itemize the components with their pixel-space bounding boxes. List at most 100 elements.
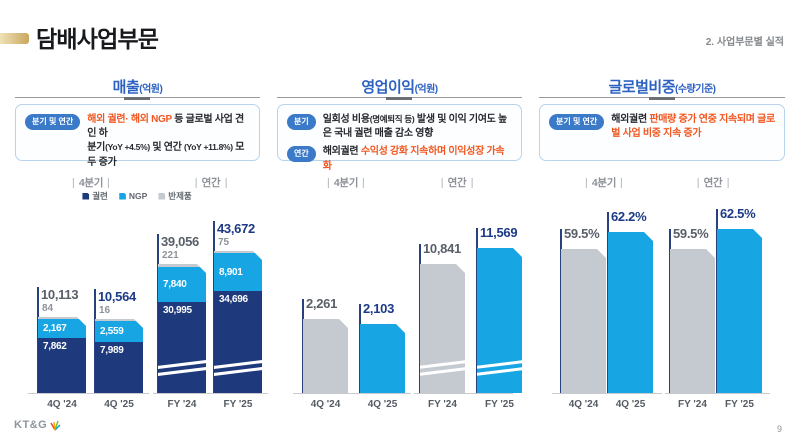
legend-swatch [118, 192, 126, 200]
bar [561, 249, 606, 393]
bar-total-label: 11,569 [480, 225, 518, 240]
x-axis-label: 4Q '25 [615, 399, 646, 410]
segment-ngp: 8,901 [214, 253, 262, 291]
callout-text: 일회성 비용(명예퇴직 등) 발생 및 이익 기여도 높은 국내 궐련 매출 감… [322, 114, 508, 140]
bar-semifinished-label: 75 [218, 237, 230, 248]
axis-break-mark [477, 367, 522, 377]
callout-row: 분기 및 연간 해외 궐련· 해외 NGP 등 글로벌 사업 견인 하 분기(Y… [25, 113, 250, 170]
group-label-quarter: 4분기 [327, 175, 365, 190]
bar [670, 249, 715, 393]
x-axis-label: 4Q '24 [310, 399, 341, 410]
group-label-annual: 연간 [697, 175, 729, 190]
axis-baseline [414, 393, 513, 394]
bar-total-label: 2,261 [306, 296, 338, 311]
badge-annual: 연간 [287, 146, 316, 163]
x-axis-label: FY '24 [678, 399, 707, 410]
bar [360, 324, 405, 393]
group-label-annual: 연간 [441, 175, 473, 190]
x-axis-label: FY '25 [485, 399, 514, 410]
axis-baseline [153, 393, 268, 394]
stacked-bar: 2,559 7,989 [95, 319, 143, 393]
ktng-logo-sprig-icon [50, 420, 61, 431]
badge-quarter: 분기 [287, 114, 316, 130]
panel-underline-tick [124, 97, 150, 100]
bar [303, 319, 348, 393]
bar-total-label: 59.5% [673, 226, 709, 241]
badge-quarter-and-annual: 분기 및 연간 [25, 114, 81, 130]
segment-ngp: 2,167 [38, 319, 86, 338]
panel-title-unit: (수량기준) [675, 84, 716, 95]
x-axis-label: FY '24 [428, 399, 457, 410]
legend: 궐련 NGP 반제품 [82, 190, 192, 202]
callout-line: 분기(YoY +4.5%) 및 연간 (YoY +11.8%) 모두 증가 [87, 142, 245, 168]
panel-title-text: 매출 [112, 79, 140, 96]
bar-total-label: 62.5% [720, 206, 756, 221]
page-title: 담배사업부문 [36, 26, 159, 52]
panel-underline-tick [386, 97, 412, 100]
callout-text: 해외궐련 수익성 강화 지속하며 이익성장 가속화 [322, 146, 505, 172]
group-label-quarter: 4분기 [72, 175, 110, 190]
group-label-annual: 연간 [195, 175, 227, 190]
segment-semifinished [95, 319, 143, 321]
panel-title-text: 글로벌비중 [608, 79, 676, 96]
bar-total-label: 10,841 [423, 241, 461, 256]
bar-total-label: 10,564 [98, 289, 136, 304]
panel-underline-tick [649, 97, 675, 100]
bar-semifinished-label: 16 [99, 305, 111, 316]
ktng-logo-text: KT&G [14, 419, 48, 431]
legend-item-cigarettes: 궐련 [82, 190, 108, 202]
x-axis-label: FY '25 [725, 399, 754, 410]
group-label-quarter: 4분기 [585, 175, 623, 190]
panel-title-text: 영업이익 [361, 79, 415, 96]
callout-box-operating-profit: 분기 일회성 비용(명예퇴직 등) 발생 및 이익 기여도 높은 국내 궐련 매… [277, 104, 522, 172]
stacked-bar: 2,167 7,862 [38, 317, 86, 393]
bar-total-label: 62.2% [611, 209, 647, 224]
segment-semifinished [158, 264, 206, 267]
axis-break-mark [420, 367, 465, 377]
x-axis-label: 4Q '25 [104, 399, 134, 410]
bar-total-label: 59.5% [564, 226, 600, 241]
x-axis-label: FY '24 [167, 399, 197, 410]
panel-title-unit: (억원) [414, 84, 439, 95]
segment-ngp: 7,840 [158, 267, 206, 302]
callout-row-annual: 연간 해외궐련 수익성 강화 지속하며 이익성장 가속화 [287, 145, 512, 173]
x-axis-label: 4Q '25 [367, 399, 398, 410]
segment-cigarettes: 34,696 [214, 291, 262, 393]
axis-baseline [665, 393, 770, 394]
segment-ngp: 2,559 [95, 321, 143, 342]
panel-title-revenue: 매출(억원) [15, 76, 260, 97]
segment-cigarettes: 30,995 [158, 302, 206, 393]
callout-box-global-share: 분기 및 연간 해외궐련 판매량 증가 연중 지속되며 글로벌 사업 비중 지속… [539, 104, 785, 161]
bar [608, 232, 653, 393]
stacked-bar: 8,901 34,696 [214, 251, 262, 393]
legend-swatch [158, 192, 166, 200]
callout-text: 해외 궐련· 해외 NGP 등 글로벌 사업 견인 하 분기(YoY +4.5%… [87, 113, 250, 170]
x-axis-label: 4Q '24 [568, 399, 599, 410]
bar [717, 229, 762, 393]
stacked-bar: 7,840 30,995 [158, 264, 206, 393]
panel-title-unit: (억원) [139, 84, 163, 95]
callout-text: 해외궐련 판매량 증가 연중 지속되며 글로벌 사업 비중 지속 증가 [611, 114, 775, 140]
bar-total-label: 39,056 [161, 234, 199, 249]
callout-row: 분기 및 연간 해외궐련 판매량 증가 연중 지속되며 글로벌 사업 비중 지속… [549, 113, 775, 141]
x-axis-label: 4Q '24 [47, 399, 77, 410]
page-number: 9 [776, 424, 782, 434]
callout-line: 해외 궐련· 해외 NGP 등 글로벌 사업 견인 하 [87, 114, 244, 140]
segment-semifinished [38, 317, 86, 319]
bar-total-label: 2,103 [363, 301, 395, 316]
panel-title-operating-profit: 영업이익(억원) [277, 76, 522, 97]
bar-semifinished-label: 84 [42, 303, 54, 314]
badge-quarter-and-annual: 분기 및 연간 [549, 114, 605, 130]
bar-total-label: 43,672 [217, 221, 255, 236]
bar [420, 264, 465, 393]
section-label: 2. 사업부문별 실적 [705, 37, 784, 48]
axis-baseline [28, 393, 149, 394]
segment-cigarettes: 7,989 [95, 342, 143, 393]
bar [477, 248, 522, 393]
ktng-logo: KT&G [14, 419, 62, 433]
segment-semifinished [214, 251, 262, 253]
axis-baseline [293, 393, 411, 394]
bar-semifinished-label: 221 [162, 250, 179, 261]
callout-row-quarter: 분기 일회성 비용(명예퇴직 등) 발생 및 이익 기여도 높은 국내 궐련 매… [287, 113, 512, 141]
axis-baseline [552, 393, 662, 394]
